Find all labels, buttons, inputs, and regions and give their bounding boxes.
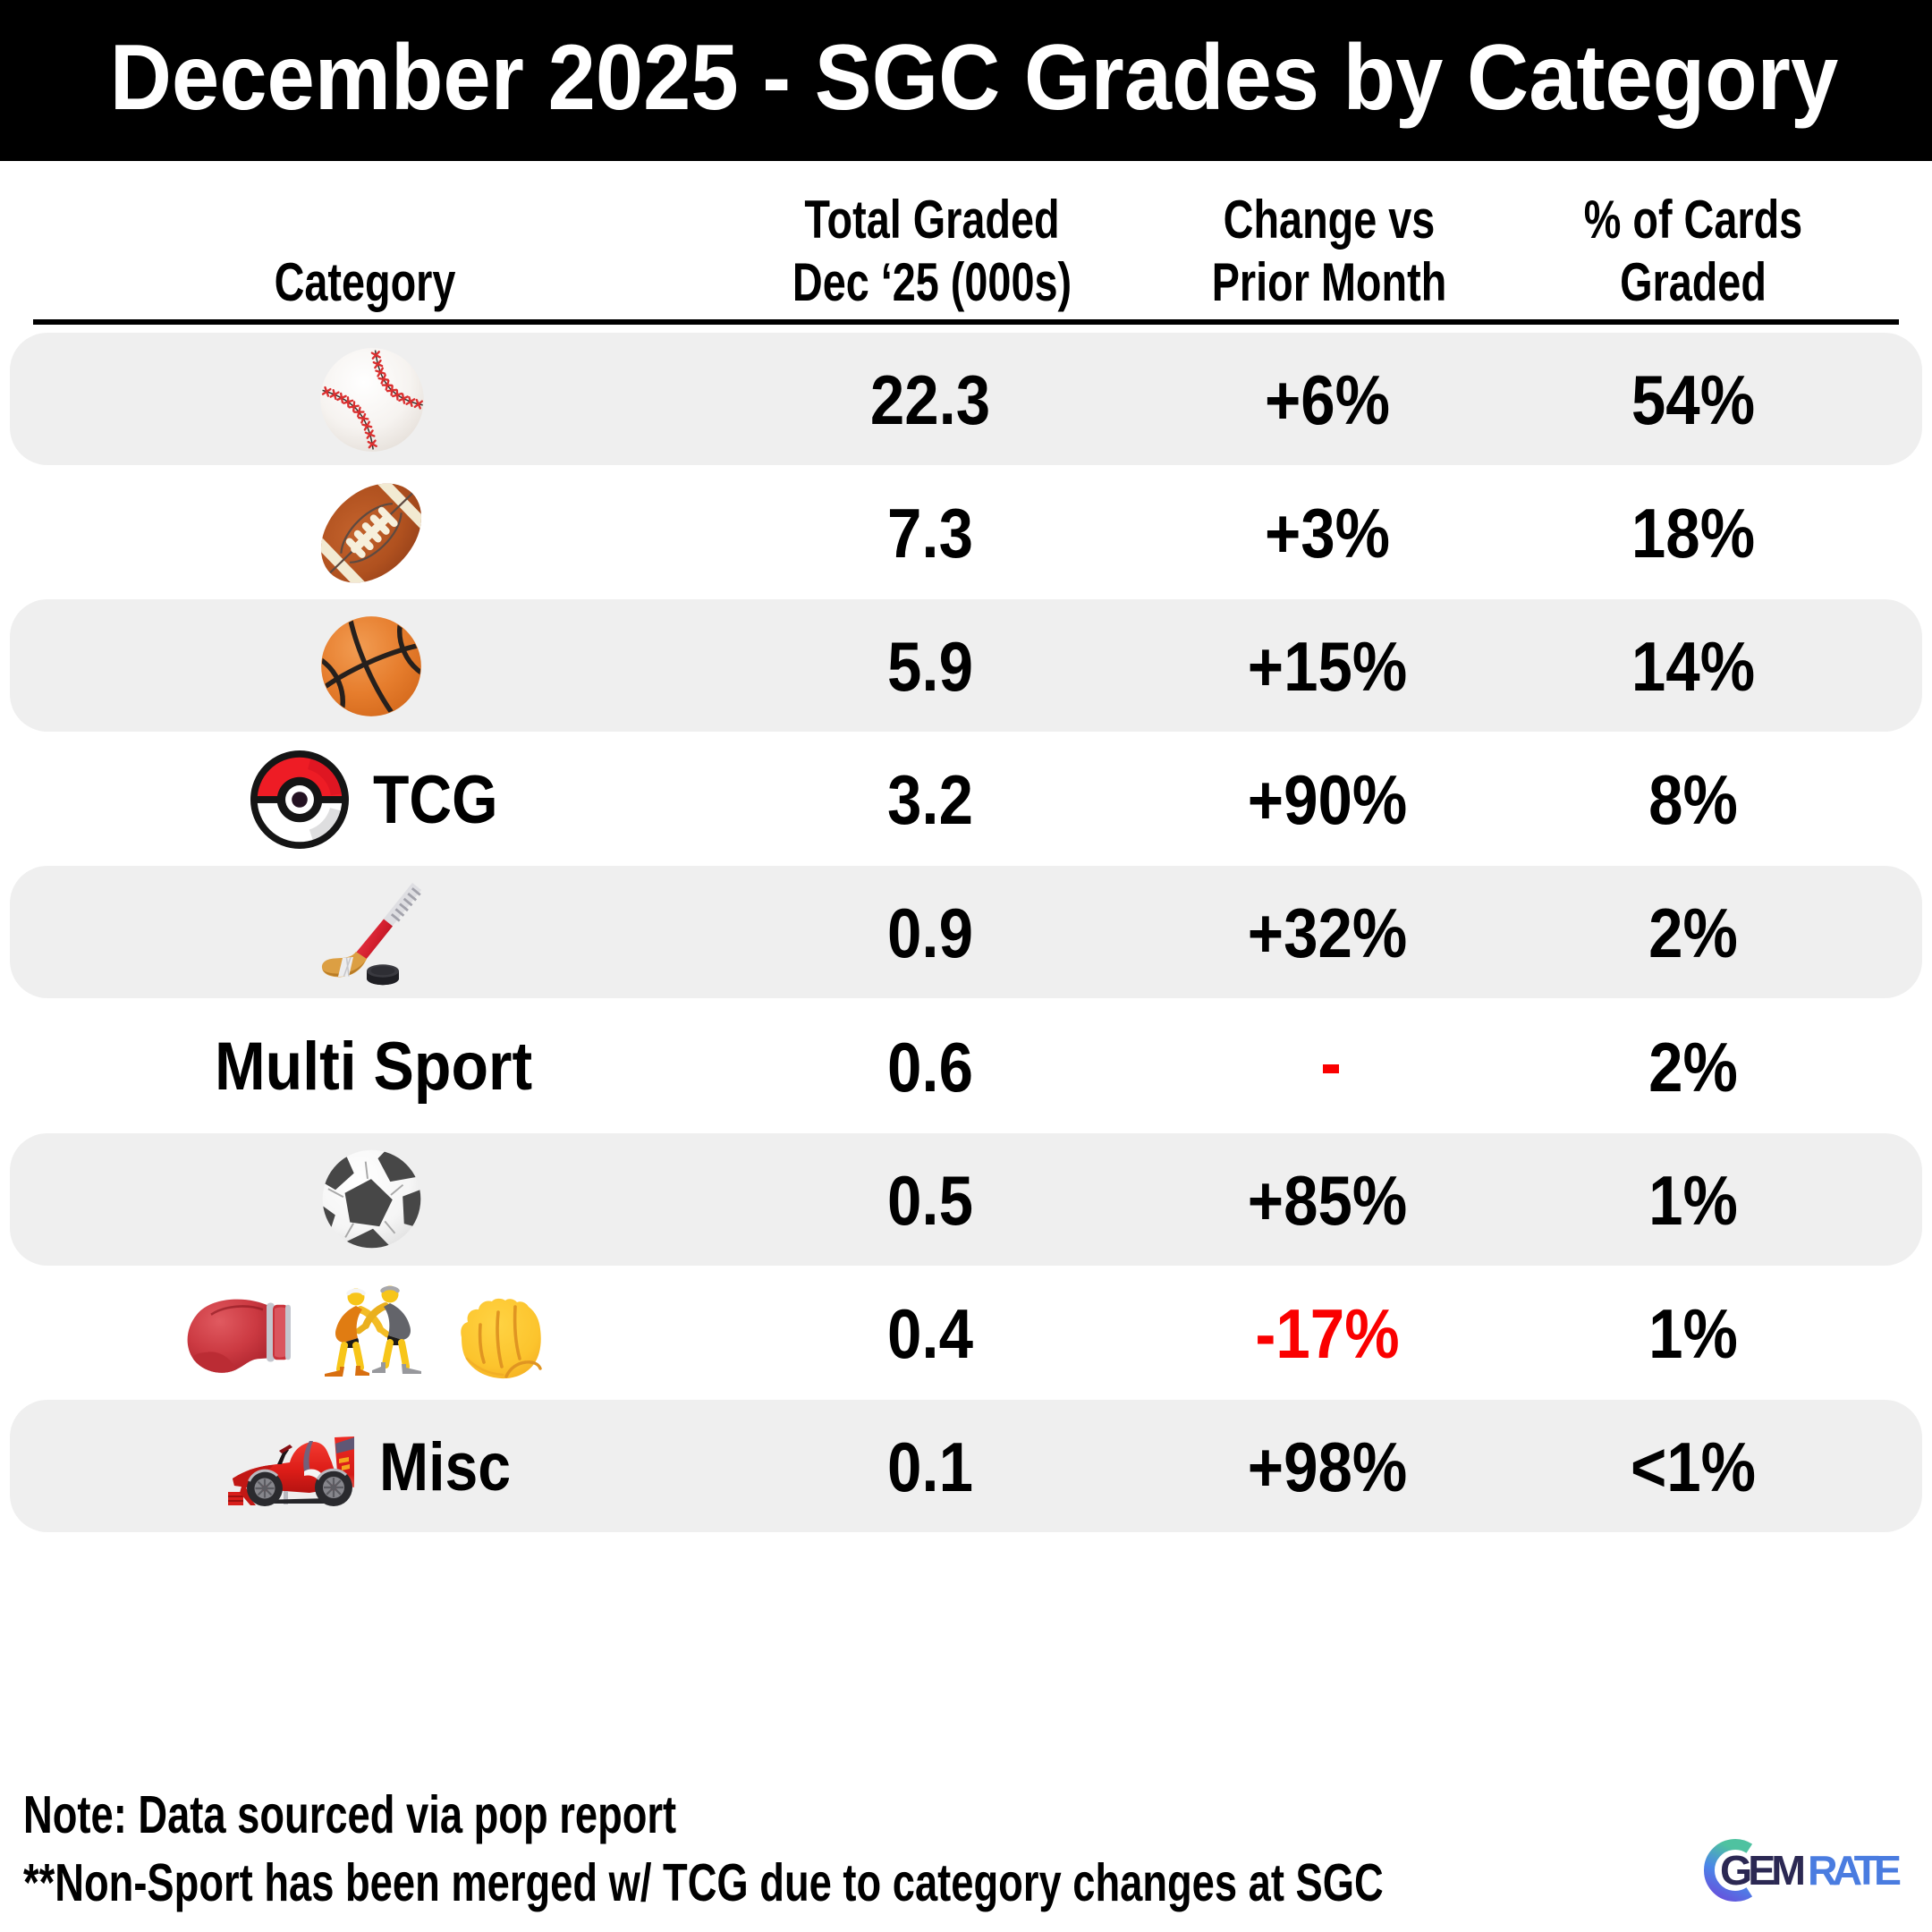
svg-text:GEM: GEM [1720, 1847, 1806, 1894]
svg-text:RATE: RATE [1808, 1847, 1902, 1894]
